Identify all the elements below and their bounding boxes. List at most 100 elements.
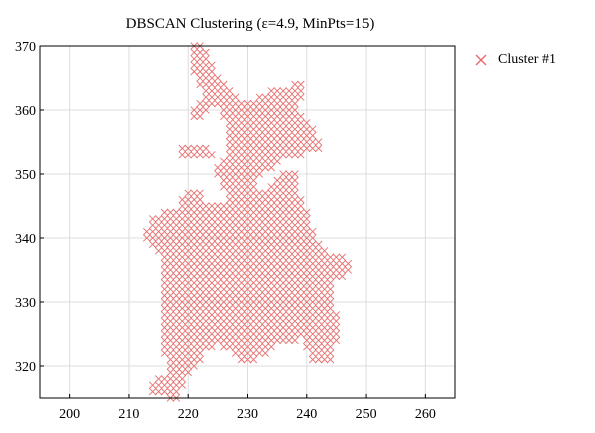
data-point — [255, 330, 264, 338]
data-point — [231, 253, 240, 261]
data-point — [231, 234, 240, 242]
data-point — [261, 157, 270, 165]
data-point — [220, 298, 228, 306]
data-point — [291, 279, 299, 287]
data-point — [184, 195, 192, 204]
data-point — [291, 234, 299, 242]
data-point — [208, 202, 216, 210]
data-point — [314, 240, 323, 249]
data-point — [225, 93, 234, 101]
data-point — [273, 93, 281, 101]
data-point — [303, 208, 311, 217]
data-point — [237, 227, 246, 236]
data-point — [142, 227, 151, 236]
data-point — [273, 195, 281, 204]
data-point — [190, 55, 198, 63]
data-point — [243, 221, 252, 229]
data-point — [267, 227, 275, 236]
data-point — [196, 61, 204, 69]
data-point — [231, 285, 240, 293]
data-point — [243, 240, 252, 249]
data-point — [231, 195, 240, 204]
data-point — [297, 234, 305, 242]
data-point — [202, 55, 210, 63]
data-point — [255, 151, 264, 159]
data-point — [243, 170, 252, 178]
data-point — [267, 106, 275, 114]
data-point — [208, 343, 216, 351]
data-point — [184, 317, 192, 325]
data-point — [231, 221, 240, 229]
data-point — [184, 368, 192, 377]
data-point — [190, 144, 198, 153]
data-point — [297, 304, 305, 313]
data-point — [172, 221, 181, 229]
data-point — [220, 112, 228, 121]
data-point — [285, 240, 293, 249]
data-point — [273, 227, 281, 236]
data-point — [196, 67, 204, 76]
data-point — [208, 336, 216, 345]
data-point — [178, 311, 187, 319]
data-point — [237, 317, 246, 325]
data-point — [255, 189, 264, 197]
data-point — [184, 272, 192, 281]
grid-lines — [40, 45, 455, 398]
data-point — [220, 272, 228, 281]
data-point — [320, 259, 329, 268]
data-point — [285, 234, 293, 242]
data-point — [267, 234, 275, 242]
data-point — [285, 247, 293, 255]
data-point — [320, 291, 329, 300]
data-point — [279, 323, 287, 332]
data-point — [154, 240, 163, 249]
data-point — [308, 247, 317, 255]
data-point — [243, 208, 252, 217]
data-point — [267, 151, 275, 159]
data-point — [255, 112, 264, 121]
data-point — [267, 119, 275, 127]
data-point — [172, 368, 181, 377]
data-point — [273, 253, 281, 261]
data-point — [261, 202, 270, 210]
data-point — [285, 253, 293, 261]
data-point — [320, 285, 329, 293]
y-tick-label: 330 — [15, 296, 36, 311]
data-point — [297, 240, 305, 249]
data-point — [184, 253, 192, 261]
data-point — [237, 138, 246, 146]
data-point — [184, 336, 192, 345]
data-point — [178, 195, 187, 204]
data-point — [225, 253, 234, 261]
data-point — [326, 279, 335, 287]
data-point — [267, 291, 275, 300]
data-point — [220, 183, 228, 191]
data-point — [196, 202, 204, 210]
data-point — [196, 330, 204, 338]
data-point — [220, 106, 228, 114]
data-point — [285, 336, 293, 345]
data-point — [148, 215, 157, 223]
data-point — [154, 215, 163, 223]
data-point — [314, 266, 323, 274]
data-point — [231, 266, 240, 274]
data-point — [320, 266, 329, 274]
data-point — [291, 208, 299, 217]
data-point — [231, 336, 240, 345]
data-point — [237, 215, 246, 223]
data-point — [249, 272, 258, 281]
data-point — [308, 144, 317, 153]
data-point — [190, 291, 198, 300]
data-point — [285, 279, 293, 287]
data-point — [273, 119, 281, 127]
data-point — [314, 253, 323, 261]
data-point — [208, 221, 216, 229]
data-point — [202, 61, 210, 69]
data-point — [273, 266, 281, 274]
data-point — [249, 151, 258, 159]
data-point — [308, 234, 317, 242]
legend: Cluster #1 — [474, 52, 556, 68]
data-point — [303, 323, 311, 332]
data-point — [166, 336, 175, 345]
data-point — [303, 330, 311, 338]
